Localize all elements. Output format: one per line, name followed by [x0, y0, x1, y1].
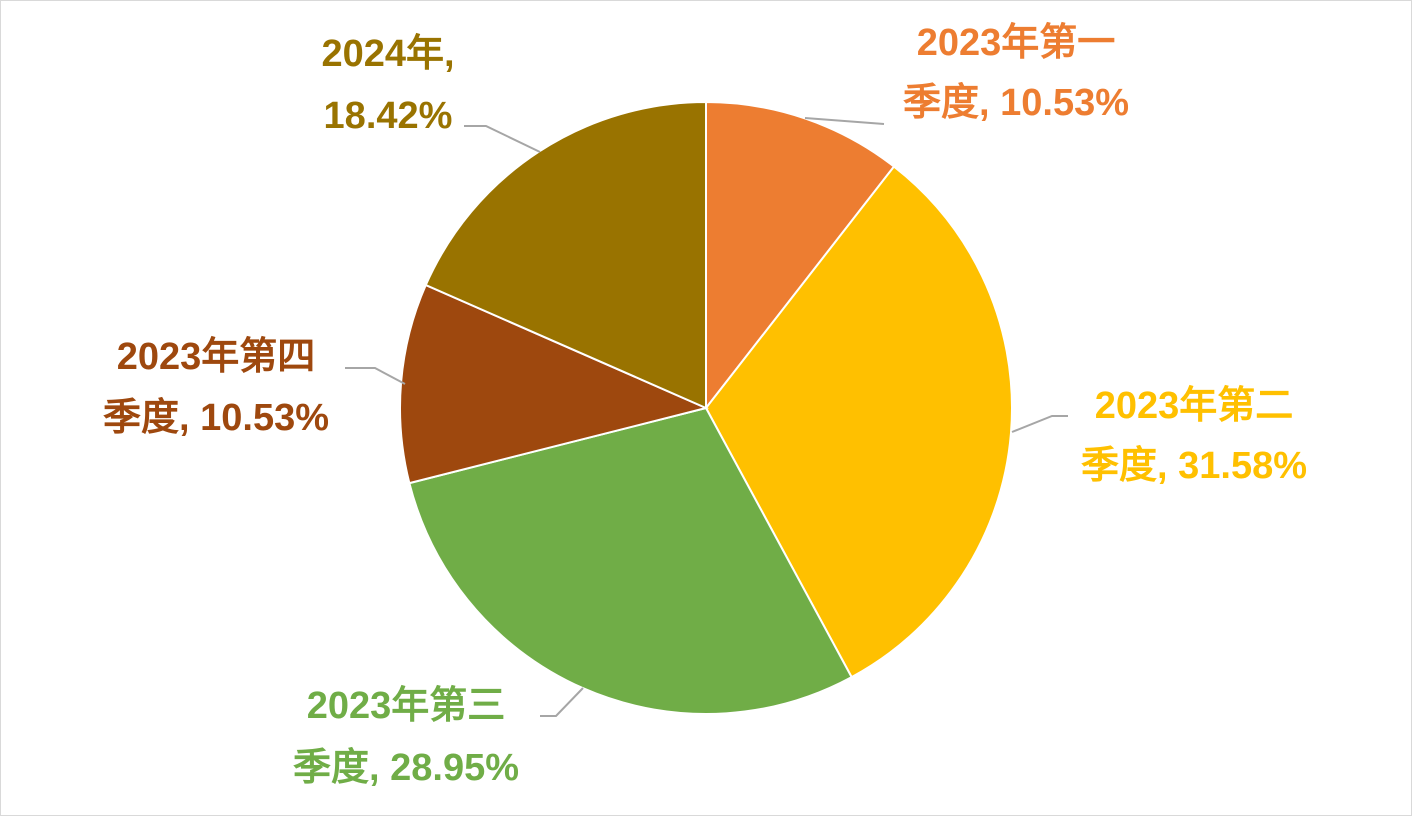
leader-line-q2: [1011, 415, 1068, 433]
leader-line-2024: [464, 125, 541, 153]
data-label-q4-line2: 季度, 10.53%: [103, 397, 329, 439]
leader-lines: [345, 117, 1068, 717]
leader-line-q3: [540, 687, 584, 717]
leader-line-q1: [804, 117, 885, 125]
data-label-2024-line1: 2024年,: [321, 33, 454, 75]
leader-line-q4: [345, 367, 406, 385]
pie-slice-q2: [704, 165, 1013, 679]
data-label-q1-line2: 季度, 10.53%: [903, 82, 1129, 124]
data-label-q1: 2023年第一 季度, 10.53%: [903, 22, 1129, 124]
data-label-q4-line1: 2023年第四: [117, 336, 316, 378]
data-label-q2: 2023年第二 季度, 31.58%: [1081, 385, 1307, 487]
data-label-q1-line1: 2023年第一: [917, 22, 1116, 64]
data-label-q2-line1: 2023年第二: [1095, 385, 1294, 427]
data-label-2024: 2024年, 18.42%: [321, 33, 454, 137]
pie-slices: [399, 100, 1013, 715]
data-label-q3-line1: 2023年第三: [307, 685, 506, 727]
data-label-2024-line2: 18.42%: [324, 95, 453, 137]
data-label-q4: 2023年第四 季度, 10.53%: [103, 336, 329, 439]
data-label-q3-line2: 季度, 28.95%: [293, 747, 519, 789]
data-label-q2-line2: 季度, 31.58%: [1081, 445, 1307, 487]
data-label-q3: 2023年第三 季度, 28.95%: [293, 685, 519, 789]
